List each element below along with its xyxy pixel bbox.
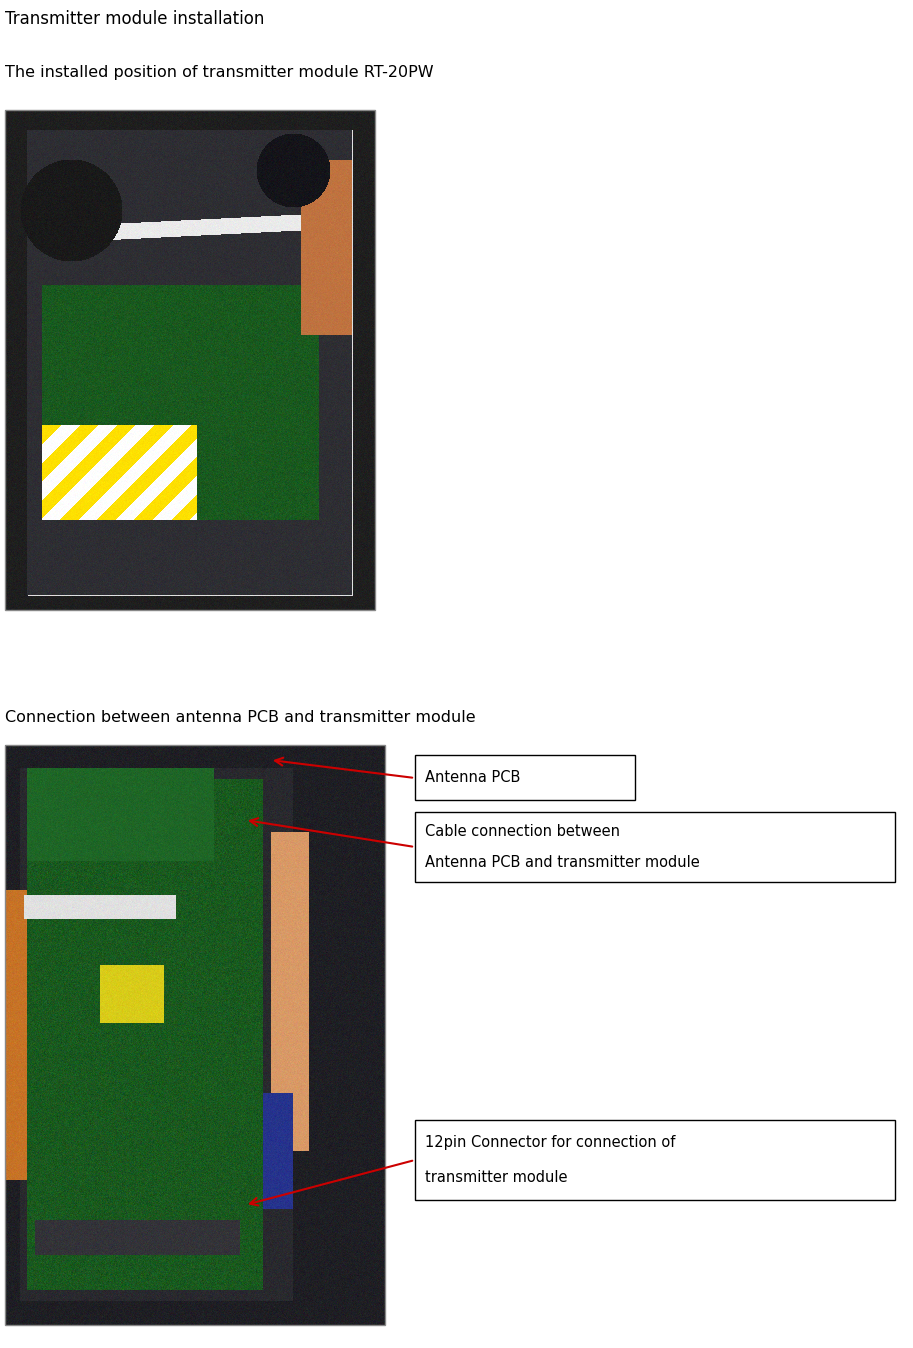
FancyBboxPatch shape <box>415 755 635 799</box>
Text: Antenna PCB and transmitter module: Antenna PCB and transmitter module <box>425 855 699 869</box>
FancyBboxPatch shape <box>415 811 895 882</box>
Text: The installed position of transmitter module RT-20PW: The installed position of transmitter mo… <box>5 65 434 80</box>
Text: 12pin Connector for connection of: 12pin Connector for connection of <box>425 1135 676 1150</box>
Bar <box>5 111 375 611</box>
Text: transmitter module: transmitter module <box>425 1170 568 1185</box>
Text: Cable connection between: Cable connection between <box>425 824 620 838</box>
FancyBboxPatch shape <box>415 1120 895 1200</box>
Text: Transmitter module installation: Transmitter module installation <box>5 9 265 28</box>
Text: Antenna PCB: Antenna PCB <box>425 770 520 785</box>
Bar <box>5 745 385 1325</box>
Text: Connection between antenna PCB and transmitter module: Connection between antenna PCB and trans… <box>5 710 476 725</box>
